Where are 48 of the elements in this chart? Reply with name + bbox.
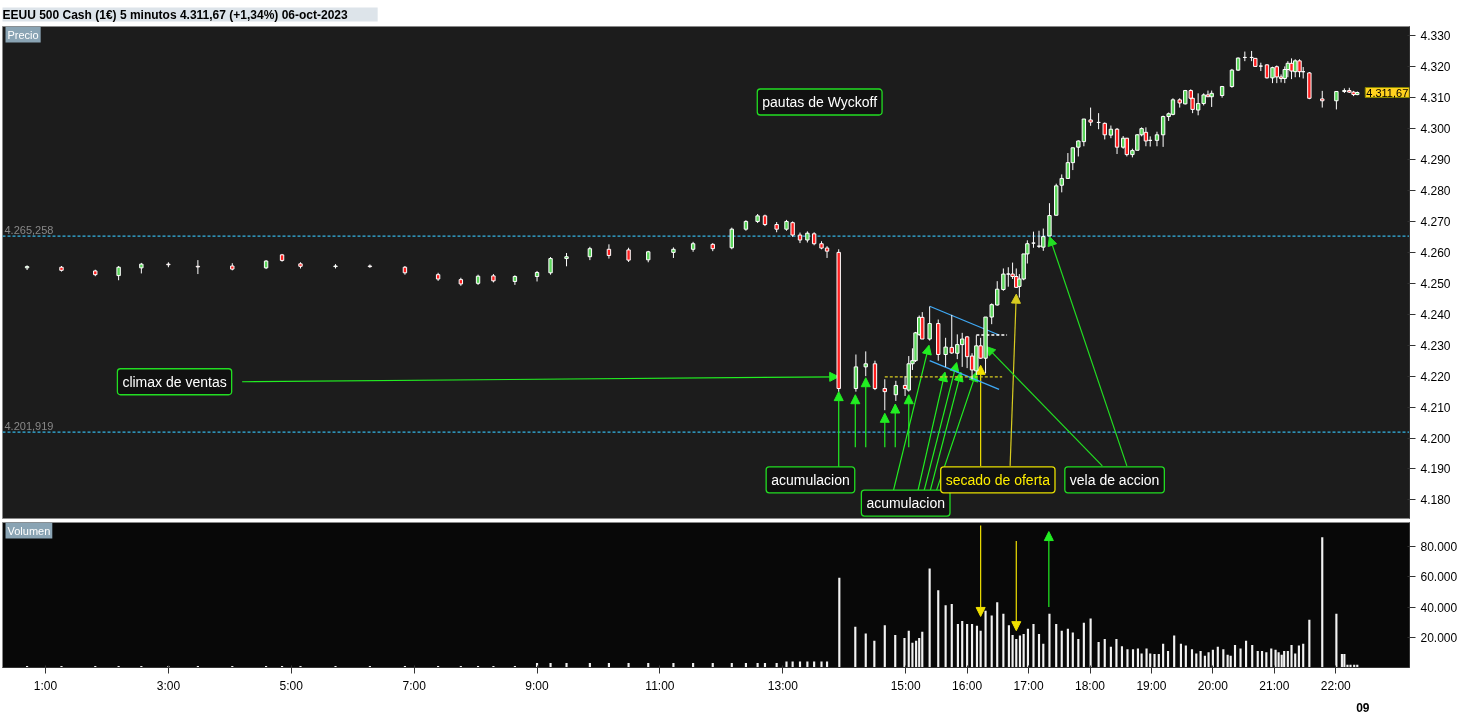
y-tick-label: 4.220 <box>1420 369 1451 384</box>
y-tick-label: 4.190 <box>1420 462 1451 477</box>
y-tick-label: 4.330 <box>1420 29 1451 44</box>
x-tick-label: 11:00 <box>645 678 675 693</box>
text: 09 <box>1356 700 1370 715</box>
x-tick-label: 19:00 <box>1136 678 1167 693</box>
y-tick-label: 4.210 <box>1420 400 1451 415</box>
y-tick-label: 40.000 <box>1420 600 1458 615</box>
annotation: acumulacion <box>771 471 850 488</box>
x-tick-label: 7:00 <box>402 678 427 693</box>
y-tick-label: 4.290 <box>1420 153 1451 168</box>
y-tick-label: 4.180 <box>1420 493 1451 508</box>
y-tick-label: 4.260 <box>1420 245 1451 260</box>
x-tick-label: 18:00 <box>1074 678 1106 693</box>
x-tick-label: 21:00 <box>1259 678 1290 693</box>
y-tick-label: 4.240 <box>1420 307 1451 322</box>
chart-title: Volumen <box>7 524 51 537</box>
annotation: climax de ventas <box>122 373 227 390</box>
x-tick-label: 13:00 <box>767 678 799 693</box>
x-tick-label: 1:00 <box>33 678 58 693</box>
y-tick-label: 60.000 <box>1420 570 1458 585</box>
x-tick-label: 20:00 <box>1197 678 1229 693</box>
ref-line-label: 4.201,919 <box>4 420 54 433</box>
y-tick-label: 4.250 <box>1420 276 1451 291</box>
y-tick-label: 20.000 <box>1420 630 1458 645</box>
annotation: 4.311,67 <box>1366 86 1409 99</box>
x-tick-label: 15:00 <box>890 678 922 693</box>
annotation: pautas de Wyckoff <box>762 94 878 110</box>
chart-title: EEUU 500 Cash (1€) 5 minutos 4.311,67 (+1,34%) 06-oct-2023 <box>2 7 348 22</box>
annotation: vela de accion <box>1069 471 1160 488</box>
chart-subtitle: Precio <box>7 28 39 41</box>
y-tick-label: 4.320 <box>1420 60 1451 75</box>
x-tick-label: 16:00 <box>952 678 983 693</box>
x-tick-label: 17:00 <box>1013 678 1044 693</box>
y-tick-label: 4.280 <box>1420 184 1451 198</box>
y-tick-label: 4.310 <box>1420 91 1451 106</box>
x-tick-label: 9:00 <box>525 678 550 693</box>
x-tick-label: 22:00 <box>1320 678 1352 693</box>
annotation: secado de oferta <box>945 471 1051 488</box>
ref-line-label: 4.265,258 <box>4 224 54 237</box>
y-tick-label: 4.200 <box>1420 431 1451 446</box>
x-tick-label: 3:00 <box>156 678 181 693</box>
y-tick-label: 4.300 <box>1420 122 1451 137</box>
y-tick-label: 4.270 <box>1420 214 1451 229</box>
y-tick-label: 4.230 <box>1420 338 1451 353</box>
annotation: acumulacion <box>866 495 945 512</box>
x-tick-label: 5:00 <box>279 678 304 693</box>
y-tick-label: 80.000 <box>1420 540 1458 555</box>
